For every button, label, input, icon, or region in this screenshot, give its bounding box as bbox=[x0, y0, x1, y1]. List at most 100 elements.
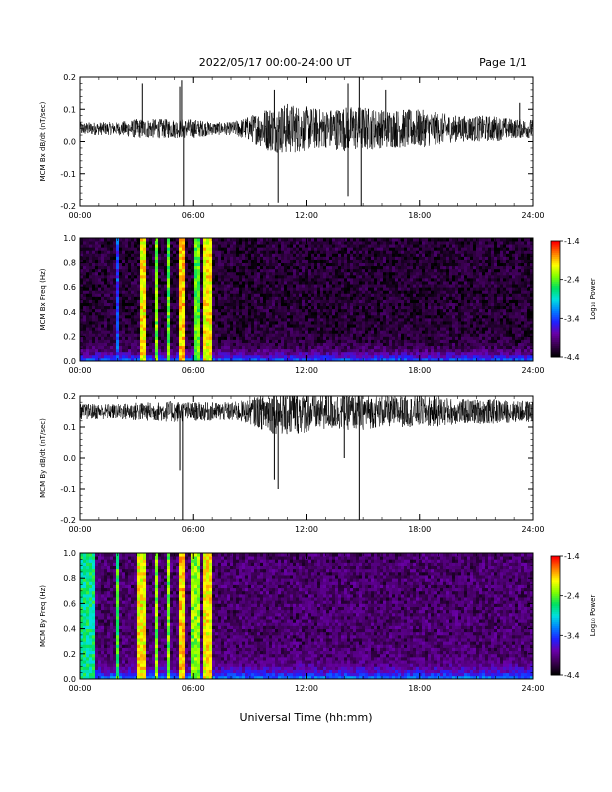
x-tick-label: 06:00 bbox=[182, 684, 205, 693]
colorbar-segment bbox=[551, 629, 560, 632]
colorbar-segment bbox=[551, 623, 560, 626]
colorbar-segment bbox=[551, 299, 560, 302]
colorbar-segment bbox=[551, 673, 560, 676]
y-tick-label: 0.0 bbox=[63, 357, 76, 366]
colorbar-segment bbox=[551, 329, 560, 333]
waveform-trace bbox=[79, 103, 534, 154]
colorbar-segment bbox=[551, 250, 560, 254]
colorbar-segment bbox=[551, 657, 560, 660]
colorbar-segment bbox=[551, 266, 560, 269]
panel-by_spectrogram: 1.0 0.8 0.6 0.4 0.2 0.0 MCM By Freq (Hz) 00:00 0… bbox=[39, 549, 597, 693]
header-page: Page 1/1 bbox=[479, 56, 527, 69]
y-tick-label: 0.2 bbox=[63, 73, 76, 82]
colorbar-tick-label: -2.4 bbox=[564, 592, 580, 601]
colorbar-segment bbox=[551, 343, 560, 346]
heatmap-cells bbox=[80, 238, 534, 362]
colorbar-segment bbox=[551, 585, 560, 589]
y-axis-label: MCM By Freq (Hz) bbox=[39, 585, 47, 647]
colorbar-label: Log₁₀ Power bbox=[589, 278, 597, 320]
colorbar-segment bbox=[551, 605, 560, 609]
colorbar-segment bbox=[551, 621, 560, 624]
colorbar-segment bbox=[551, 270, 560, 273]
y-tick-label: 0.2 bbox=[63, 650, 76, 659]
x-tick-label: 00:00 bbox=[68, 366, 91, 375]
colorbar-segment bbox=[551, 669, 560, 672]
colorbar-segment bbox=[551, 639, 560, 642]
colorbar-segment bbox=[551, 268, 560, 271]
x-tick-label: 12:00 bbox=[295, 366, 318, 375]
colorbar-segment bbox=[551, 599, 560, 603]
colorbar-label: Log₁₀ Power bbox=[589, 595, 597, 637]
colorbar-segment bbox=[551, 651, 560, 654]
colorbar-segment bbox=[551, 262, 560, 265]
colorbar-segment bbox=[551, 287, 560, 290]
colorbar-segment bbox=[551, 637, 560, 640]
colorbar-segment bbox=[551, 333, 560, 337]
colorbar-segment bbox=[551, 661, 560, 664]
y-tick-label: 0.0 bbox=[63, 454, 76, 463]
y-tick-label: -0.1 bbox=[60, 170, 76, 179]
colorbar-segment bbox=[551, 275, 560, 279]
colorbar-segment bbox=[551, 293, 560, 296]
y-axis-label: MCM Bx dB/dt (nT/sec) bbox=[39, 101, 47, 181]
y-tick-label: -0.2 bbox=[60, 202, 76, 211]
colorbar-segment bbox=[551, 241, 560, 244]
colorbar-segment bbox=[551, 337, 560, 341]
colorbar-segment bbox=[551, 277, 560, 281]
x-tick-label: 24:00 bbox=[521, 211, 544, 220]
x-tick-label: 18:00 bbox=[408, 684, 431, 693]
y-tick-label: 0.0 bbox=[63, 675, 76, 684]
colorbar-segment bbox=[551, 254, 560, 257]
colorbar-segment bbox=[551, 320, 560, 323]
x-tick-label: 24:00 bbox=[521, 525, 544, 534]
colorbar-segment bbox=[551, 647, 560, 650]
colorbar-segment bbox=[551, 589, 560, 593]
colorbar-segment bbox=[551, 353, 560, 356]
colorbar-segment bbox=[551, 625, 560, 628]
colorbar-frame bbox=[550, 555, 561, 676]
y-tick-label: 0.4 bbox=[63, 308, 76, 317]
x-tick-label: 12:00 bbox=[295, 525, 318, 534]
colorbar-segment bbox=[551, 556, 560, 559]
colorbar-tick-label: -1.4 bbox=[564, 552, 580, 561]
colorbar-segment bbox=[551, 345, 560, 348]
y-tick-label: 0.6 bbox=[63, 283, 76, 292]
colorbar-segment bbox=[551, 283, 560, 286]
colorbar-segment bbox=[551, 665, 560, 668]
colorbar-segment bbox=[551, 306, 560, 310]
colorbar-segment bbox=[551, 324, 560, 327]
x-tick-label: 24:00 bbox=[521, 366, 544, 375]
colorbar-segment bbox=[551, 347, 560, 350]
x-tick-label: 18:00 bbox=[408, 211, 431, 220]
colorbar-segment bbox=[551, 331, 560, 335]
colorbar-segment bbox=[551, 349, 560, 352]
colorbar-segment bbox=[551, 615, 560, 618]
colorbar-segment bbox=[551, 326, 560, 329]
colorbar-segment bbox=[551, 587, 560, 591]
colorbar-segment bbox=[551, 244, 560, 248]
panel-bx_spectrogram: 1.0 0.8 0.6 0.4 0.2 0.0 MCM Bx Freq (Hz) 00:00 0… bbox=[39, 234, 597, 375]
colorbar-tick-label: -3.4 bbox=[564, 631, 580, 640]
x-tick-label: 06:00 bbox=[182, 211, 205, 220]
colorbar-segment bbox=[551, 609, 560, 613]
colorbar-segment bbox=[551, 557, 560, 561]
colorbar-segment bbox=[551, 567, 560, 571]
colorbar-segment bbox=[551, 351, 560, 354]
colorbar-segment bbox=[551, 595, 560, 599]
y-tick-label: 0.2 bbox=[63, 392, 76, 401]
y-axis-label: MCM Bx Freq (Hz) bbox=[39, 268, 47, 330]
y-tick-label: 0.2 bbox=[63, 332, 76, 341]
colorbar-segment bbox=[551, 601, 560, 605]
colorbar-segment bbox=[551, 641, 560, 644]
x-tick-label: 12:00 bbox=[295, 211, 318, 220]
colorbar-tick-label: -2.4 bbox=[564, 276, 580, 285]
colorbar-segment bbox=[551, 339, 560, 343]
colorbar-segment bbox=[551, 316, 560, 319]
colorbar-segment bbox=[551, 573, 560, 577]
colorbar-segment bbox=[551, 667, 560, 670]
y-axis-label: MCM By dB/dt (nT/sec) bbox=[39, 418, 47, 498]
colorbar-segment bbox=[551, 577, 560, 581]
colorbar-segment bbox=[551, 583, 560, 587]
x-tick-label: 06:00 bbox=[182, 366, 205, 375]
colorbar-segment bbox=[551, 617, 560, 620]
